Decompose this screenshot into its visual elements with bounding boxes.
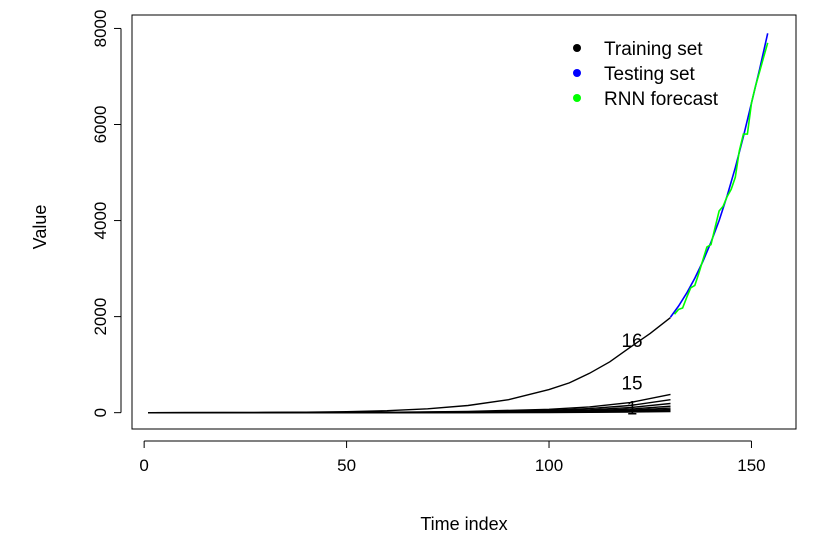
x-tick-label: 0 bbox=[139, 456, 148, 475]
legend-label: Training set bbox=[604, 39, 703, 60]
y-tick-label: 2000 bbox=[91, 298, 110, 336]
annotations: 16 15 1 bbox=[621, 331, 642, 420]
series-annotation-2: 1 bbox=[627, 399, 638, 420]
legend-marker bbox=[573, 44, 581, 52]
y-axis: 0 2000 4000 6000 8000 bbox=[91, 10, 122, 417]
training-series-line-0 bbox=[148, 317, 671, 414]
x-tick-label: 50 bbox=[337, 456, 356, 475]
series-annotation-1: 15 bbox=[621, 374, 642, 395]
y-tick-label: 4000 bbox=[91, 202, 110, 240]
y-tick-label: 6000 bbox=[91, 106, 110, 144]
series-annotation-0: 16 bbox=[621, 331, 642, 352]
legend-marker bbox=[573, 69, 581, 77]
y-tick-label: 8000 bbox=[91, 10, 110, 48]
training-series-line-8 bbox=[148, 410, 671, 414]
y-tick-label: 0 bbox=[91, 408, 110, 417]
legend-label: RNN forecast bbox=[604, 89, 719, 110]
x-axis-title: Time index bbox=[420, 514, 507, 534]
x-axis: 0 50 100 150 bbox=[139, 440, 766, 475]
x-tick-label: 150 bbox=[737, 456, 765, 475]
x-tick-label: 100 bbox=[535, 456, 563, 475]
y-axis-title: Value bbox=[30, 205, 50, 250]
legend-label: Testing set bbox=[604, 64, 696, 85]
legend-marker bbox=[573, 94, 581, 102]
legend: Training set Testing set RNN forecast bbox=[573, 39, 719, 110]
forecast-series-line-10 bbox=[673, 42, 769, 315]
plot-area-frame bbox=[131, 14, 797, 430]
series-lines bbox=[148, 33, 769, 414]
